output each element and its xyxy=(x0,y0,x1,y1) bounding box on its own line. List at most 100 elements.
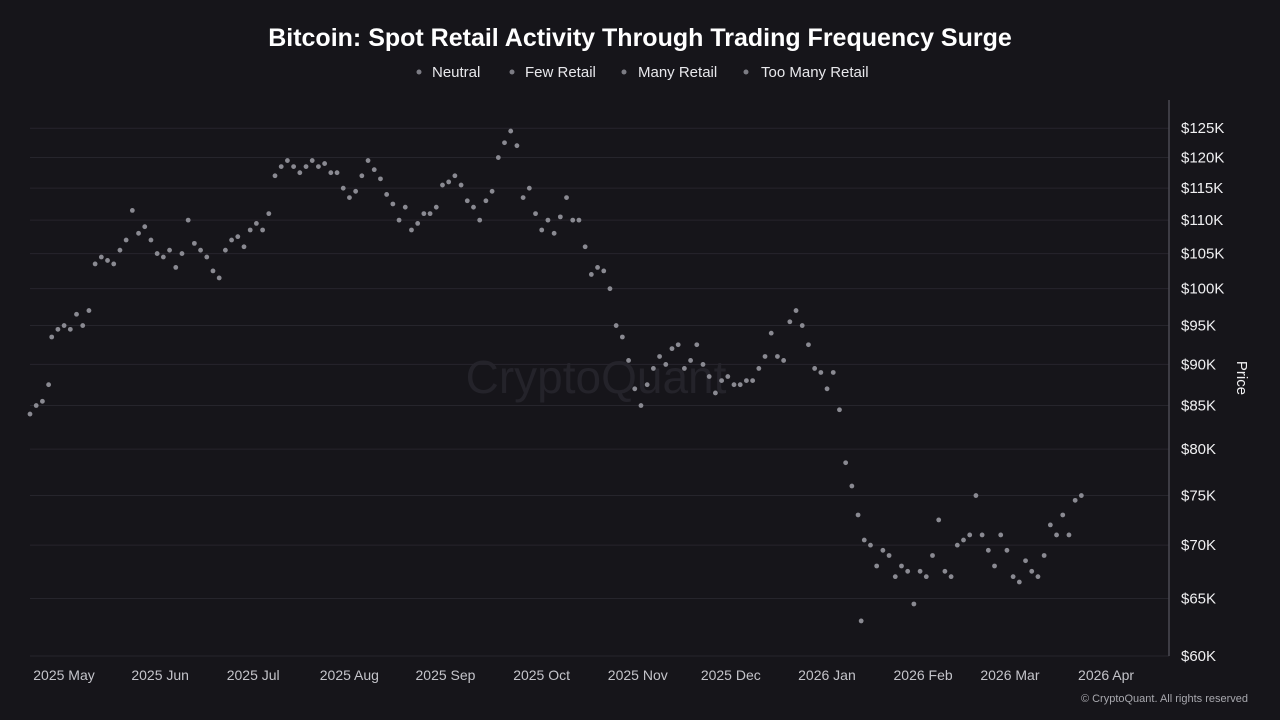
copyright-text: © CryptoQuant. All rights reserved xyxy=(1081,693,1248,705)
data-point xyxy=(1078,493,1084,498)
data-point xyxy=(793,308,799,313)
data-point xyxy=(737,382,743,388)
y-tick-label: $115K xyxy=(1181,180,1223,197)
data-point xyxy=(1010,574,1016,580)
data-point xyxy=(843,460,849,466)
data-point xyxy=(1054,532,1059,538)
legend-item-few-retail[interactable]: Few Retail xyxy=(509,64,596,81)
data-point xyxy=(241,244,247,250)
legend-label-few-retail: Few Retail xyxy=(525,64,596,81)
data-point xyxy=(756,366,762,371)
data-point xyxy=(92,261,98,267)
data-point xyxy=(98,254,104,260)
data-point xyxy=(198,247,203,253)
x-tick-label: 2025 Sep xyxy=(416,667,476,683)
data-point xyxy=(632,386,638,392)
data-point xyxy=(148,237,154,243)
data-point xyxy=(1029,568,1035,574)
data-point xyxy=(694,342,700,348)
data-point xyxy=(334,170,340,176)
x-tick-label: 2026 Apr xyxy=(1078,667,1134,683)
data-point xyxy=(415,221,421,226)
legend: Neutral Few Retail Many Retail Too Many … xyxy=(416,64,869,81)
data-point xyxy=(247,227,253,233)
x-axis-ticks: 2025 May 2025 Jun 2025 Jul 2025 Aug 2025 Sep… xyxy=(33,667,1134,683)
x-tick-label: 2025 Oct xyxy=(513,667,570,683)
data-point xyxy=(725,374,731,379)
data-point xyxy=(775,354,780,359)
data-point xyxy=(874,563,880,569)
y-tick-label: $75K xyxy=(1181,488,1216,505)
data-point xyxy=(74,311,79,317)
data-point xyxy=(892,574,898,580)
data-point xyxy=(222,247,228,253)
y-tick-label: $105K xyxy=(1181,246,1224,263)
data-point xyxy=(384,192,390,197)
data-point xyxy=(142,224,148,230)
data-point xyxy=(880,547,886,553)
data-point xyxy=(849,483,855,489)
data-point xyxy=(1047,522,1053,528)
data-point xyxy=(185,217,191,223)
data-point xyxy=(992,563,997,569)
data-point xyxy=(1016,579,1022,585)
data-point xyxy=(911,601,917,607)
data-point xyxy=(129,207,135,213)
data-point xyxy=(216,275,222,281)
data-point xyxy=(309,158,315,163)
data-point xyxy=(514,143,520,149)
data-point xyxy=(254,221,259,226)
data-point xyxy=(750,378,756,383)
data-point xyxy=(781,358,787,363)
data-point xyxy=(179,251,185,256)
data-point xyxy=(123,237,129,243)
data-point xyxy=(588,272,594,277)
legend-item-too-many-retail[interactable]: Too Many Retail xyxy=(743,64,869,81)
data-point xyxy=(601,268,607,274)
data-point xyxy=(582,244,588,250)
data-point xyxy=(557,214,563,220)
price-points xyxy=(27,128,1084,624)
data-point xyxy=(86,308,92,313)
data-point xyxy=(948,574,954,580)
legend-item-neutral[interactable]: Neutral xyxy=(416,64,481,81)
y-axis-ticks: $125K $120K $115K $110K $105K $100K $95K $90K $8… xyxy=(1181,120,1224,665)
data-point xyxy=(105,258,110,263)
data-point xyxy=(136,230,141,236)
data-point xyxy=(191,240,197,246)
data-point xyxy=(973,493,979,498)
data-point xyxy=(291,164,297,170)
data-point xyxy=(551,230,557,236)
data-point xyxy=(899,563,904,569)
data-point xyxy=(669,346,675,352)
data-point xyxy=(961,537,966,543)
data-point xyxy=(402,204,408,210)
y-tick-label: $80K xyxy=(1181,441,1216,458)
legend-dot-too-many-retail xyxy=(743,69,749,75)
data-point xyxy=(576,217,582,223)
data-point xyxy=(533,211,538,217)
data-point xyxy=(210,268,216,274)
data-point xyxy=(55,326,61,332)
data-point xyxy=(681,366,687,371)
legend-item-many-retail[interactable]: Many Retail xyxy=(621,64,718,81)
data-point xyxy=(471,204,476,210)
data-point xyxy=(1004,547,1010,553)
data-point xyxy=(979,532,985,538)
data-point xyxy=(260,227,266,233)
data-point xyxy=(446,179,452,185)
data-point xyxy=(49,334,55,340)
data-point xyxy=(278,164,284,170)
data-point xyxy=(855,512,861,518)
data-point xyxy=(489,188,495,194)
data-point xyxy=(1060,512,1066,518)
data-point xyxy=(886,553,892,558)
data-point xyxy=(713,390,718,396)
data-point xyxy=(477,217,483,223)
data-point xyxy=(526,185,532,191)
data-point xyxy=(545,217,551,223)
data-point xyxy=(328,170,334,176)
data-point xyxy=(33,403,39,408)
data-point xyxy=(371,167,377,173)
